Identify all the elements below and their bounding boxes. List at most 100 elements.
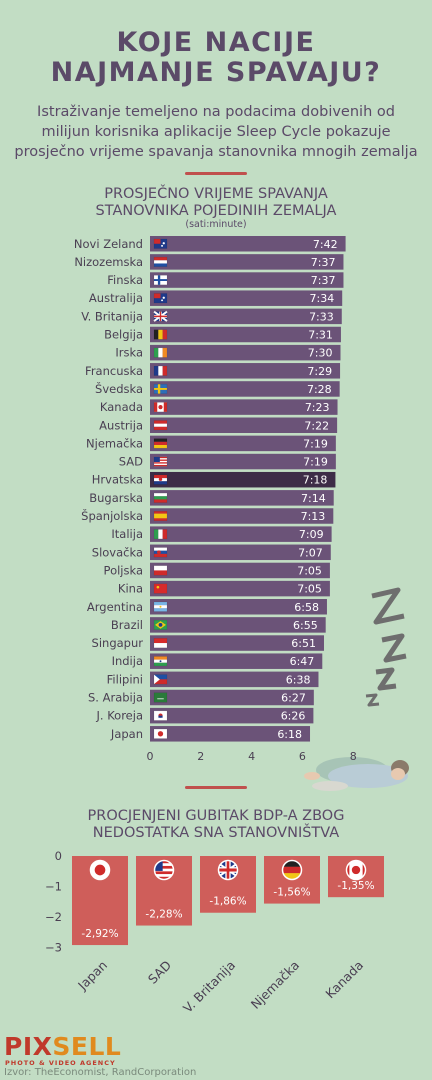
page-subtitle: Istraživanje temeljeno na podacima dobiv… <box>10 102 422 162</box>
flag-gb-icon <box>217 859 239 881</box>
logo-tagline: PHOTO & VIDEO AGENCY <box>5 1059 116 1067</box>
country-label: SAD <box>119 455 143 469</box>
country-label: Brazil <box>111 618 143 632</box>
sleep-chart-title-line-1: PROSJEČNO VRIJEME SPAVANJA <box>104 186 328 202</box>
value-label: 6:51 <box>291 637 316 650</box>
sleep-bar <box>150 599 327 615</box>
value-label: 6:27 <box>281 692 306 705</box>
country-label: J. Koreja <box>96 709 144 723</box>
flag-in-icon <box>153 656 168 667</box>
value-label: 6:18 <box>277 728 302 741</box>
sleep-chart-title-line-2: STANOVNIKA POJEDINIH ZEMALJA <box>95 203 337 219</box>
country-label: Irska <box>115 346 143 360</box>
country-label: S. Arabija <box>88 691 143 705</box>
value-label: 7:05 <box>297 564 322 577</box>
flag-pl-icon <box>153 565 168 576</box>
zzz-decoration-icon <box>365 587 407 707</box>
country-label: Filipini <box>107 672 143 686</box>
value-label: 7:22 <box>304 419 329 432</box>
sleeping-person-icon <box>304 757 409 791</box>
value-label: 6:38 <box>286 673 311 686</box>
country-label: Hrvatska <box>92 473 143 487</box>
value-label: 7:30 <box>308 347 333 360</box>
sleep-bar <box>150 544 331 561</box>
gdp-chart-title: PROCJENJENI GUBITAK BDP-A ZBOG NEDOSTATK… <box>0 808 432 842</box>
country-label: Poljska <box>104 563 143 577</box>
country-label: Švedska <box>95 381 143 396</box>
value-label: 7:23 <box>305 401 330 414</box>
country-label: Španjolska <box>81 508 143 523</box>
divider-top <box>185 172 247 175</box>
flag-it-icon <box>153 529 168 540</box>
value-label: 7:28 <box>307 383 332 396</box>
gdp-country-label: Njemačka <box>248 958 302 1012</box>
gdp-value-label: -1,56% <box>273 887 310 899</box>
sleep-bar <box>150 580 330 597</box>
flag-bg-icon <box>153 492 168 503</box>
flag-ca-icon <box>153 402 168 413</box>
gdp-country-label: SAD <box>145 958 174 987</box>
source-note: Izvor: TheEconomist, RandCorporation <box>4 1067 197 1078</box>
flag-kr-icon <box>153 710 168 721</box>
flag-sk-icon <box>153 547 168 558</box>
sleep-bar <box>150 381 340 397</box>
sleep-bar <box>150 326 341 343</box>
country-label: Francuska <box>85 364 143 378</box>
gdp-value-label: -2,28% <box>145 909 182 921</box>
country-label: Austrija <box>99 418 143 432</box>
sleep-chart-title: PROSJEČNO VRIJEME SPAVANJA STANOVNIKA PO… <box>0 186 432 220</box>
sleep-bar <box>150 308 342 325</box>
gdp-value-label: -2,92% <box>81 928 118 940</box>
value-label: 7:09 <box>299 528 324 541</box>
page-title: KOJE NACIJE NAJMANJE SPAVAJU? <box>0 28 432 88</box>
value-label: 7:13 <box>301 510 326 523</box>
flag-de-icon <box>281 859 303 881</box>
flag-gb-icon <box>153 310 168 322</box>
y-tick-label: −1 <box>45 880 62 894</box>
flag-de-icon <box>153 438 168 449</box>
flag-fi-icon <box>153 275 168 286</box>
value-label: 7:37 <box>311 256 336 269</box>
flag-jp-icon <box>89 859 111 881</box>
flag-es-icon <box>153 511 168 521</box>
gdp-value-label: -1,86% <box>209 896 246 908</box>
flag-br-icon <box>153 619 168 630</box>
sleep-bar <box>150 562 330 579</box>
country-label: Italija <box>111 527 143 541</box>
country-label: Bugarska <box>89 491 143 505</box>
country-label: Finska <box>107 273 143 287</box>
sleep-bar <box>150 417 338 433</box>
flag-ar-icon <box>153 601 168 612</box>
sleep-bar <box>150 290 343 306</box>
country-label: Singapur <box>92 636 144 650</box>
country-label: Nizozemska <box>74 255 143 269</box>
country-label: Australija <box>89 291 143 305</box>
divider-middle <box>185 786 247 789</box>
sleep-bar <box>150 526 332 542</box>
title-line-1: KOJE NACIJE <box>116 27 316 58</box>
flag-fr-icon <box>153 365 168 376</box>
subtitle-line-3: prosječno vrijeme spavanja stanovnika mn… <box>14 144 418 160</box>
flag-be-icon <box>153 329 168 340</box>
value-label: 7:19 <box>303 456 328 469</box>
sleep-bar <box>150 671 319 688</box>
value-label: 7:33 <box>309 310 334 323</box>
sleep-bar <box>150 453 336 470</box>
subtitle-line-2: milijun korisnika aplikacije Sleep Cycle… <box>41 124 391 140</box>
flag-nz-icon <box>153 238 168 249</box>
sleep-bar <box>150 490 334 506</box>
flag-at-icon <box>153 420 168 431</box>
sleep-bar <box>150 617 326 633</box>
country-label: Argentina <box>87 600 143 614</box>
flag-sg-icon <box>153 638 168 649</box>
sleep-bar <box>150 653 323 669</box>
x-tick-label: 8 <box>350 750 357 763</box>
value-label: 7:29 <box>307 365 332 378</box>
flag-au-icon <box>153 293 168 304</box>
value-label: 7:05 <box>297 583 322 596</box>
flag-ca-icon <box>345 859 367 881</box>
y-tick-label: 0 <box>55 849 62 863</box>
value-label: 7:37 <box>311 274 336 287</box>
country-label: Kina <box>118 582 143 596</box>
